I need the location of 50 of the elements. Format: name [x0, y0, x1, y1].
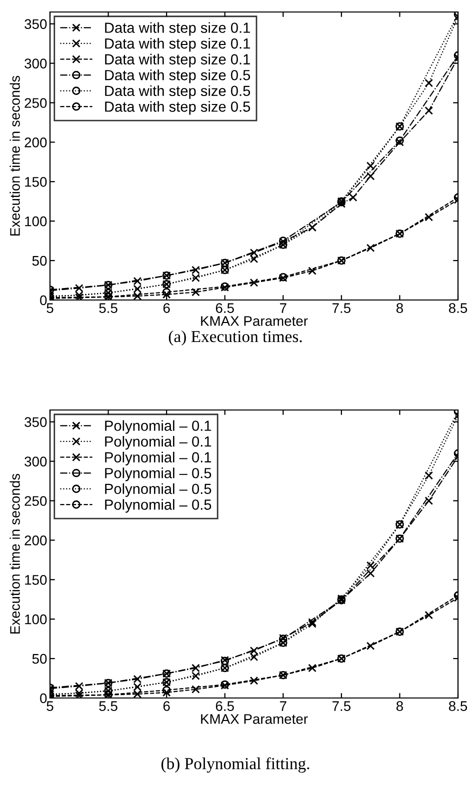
- y-axis-title: Execution time in seconds: [10, 76, 20, 236]
- y-tick-label: 300: [24, 456, 47, 466]
- legend-label: Polynomial – 0.5: [105, 499, 212, 513]
- y-tick-label: 50: [32, 256, 47, 266]
- x-axis-title: KMAX Parameter: [201, 714, 308, 724]
- y-tick-label: 0: [40, 295, 47, 306]
- legend-label: Data with step size 0.1: [105, 38, 250, 52]
- y-tick-label: 150: [25, 574, 47, 585]
- x-tick-label: 5.5: [99, 701, 118, 711]
- y-tick-label: 150: [25, 176, 47, 187]
- y-tick-label: 350: [24, 417, 47, 428]
- x-tick-label: 8: [396, 303, 403, 313]
- y-tick-label: 250: [24, 496, 47, 506]
- y-tick-label: 0: [40, 693, 47, 704]
- text: (a) Execution times.: [168, 330, 302, 346]
- legend-label: Data with step size 0.5: [105, 85, 250, 99]
- legend-label: Polynomial – 0.1: [105, 452, 212, 466]
- x-axis-title: KMAX Parameter: [201, 316, 308, 326]
- legend-label: Data with step size 0.5: [105, 70, 250, 84]
- x-tick-label: 8: [396, 701, 403, 711]
- x-tick-label: 5: [46, 303, 54, 313]
- x-tick-label: 5: [46, 701, 54, 711]
- x-tick-label: 8.5: [448, 303, 468, 313]
- x-tick-label: 7.5: [332, 303, 350, 313]
- y-tick-label: 100: [25, 216, 47, 226]
- x-tick-label: 6.5: [216, 701, 234, 711]
- y-tick-label: 50: [32, 654, 47, 664]
- x-tick-label: 6.5: [216, 303, 234, 313]
- y-tick-label: 300: [24, 58, 47, 68]
- legend-label: Data with step size 0.1: [105, 22, 250, 36]
- y-tick-label: 350: [24, 19, 47, 30]
- legend-label: Polynomial – 0.5: [105, 468, 212, 482]
- legend-label: Polynomial – 0.1: [105, 436, 212, 450]
- y-axis-title: Execution time in seconds: [10, 474, 20, 634]
- x-tick-label: 8.5: [448, 701, 468, 711]
- y-tick-label: 100: [25, 614, 47, 624]
- y-tick-label: 250: [24, 98, 47, 108]
- text: (b) Polynomial fitting.: [161, 757, 310, 773]
- legend-label: Data with step size 0.1: [105, 54, 250, 68]
- x-tick-label: 7: [280, 303, 286, 313]
- legend-label: Polynomial – 0.1: [105, 420, 212, 434]
- y-tick-label: 200: [24, 536, 47, 546]
- x-tick-label: 5.5: [99, 303, 118, 313]
- x-tick-label: 6: [163, 303, 170, 313]
- x-tick-label: 7: [280, 701, 286, 711]
- legend-label: Data with step size 0.5: [105, 101, 250, 115]
- legend-label: Polynomial – 0.5: [105, 483, 212, 497]
- y-tick-label: 200: [24, 138, 47, 148]
- x-tick-label: 6: [163, 701, 170, 711]
- x-tick-label: 7.5: [332, 701, 350, 711]
